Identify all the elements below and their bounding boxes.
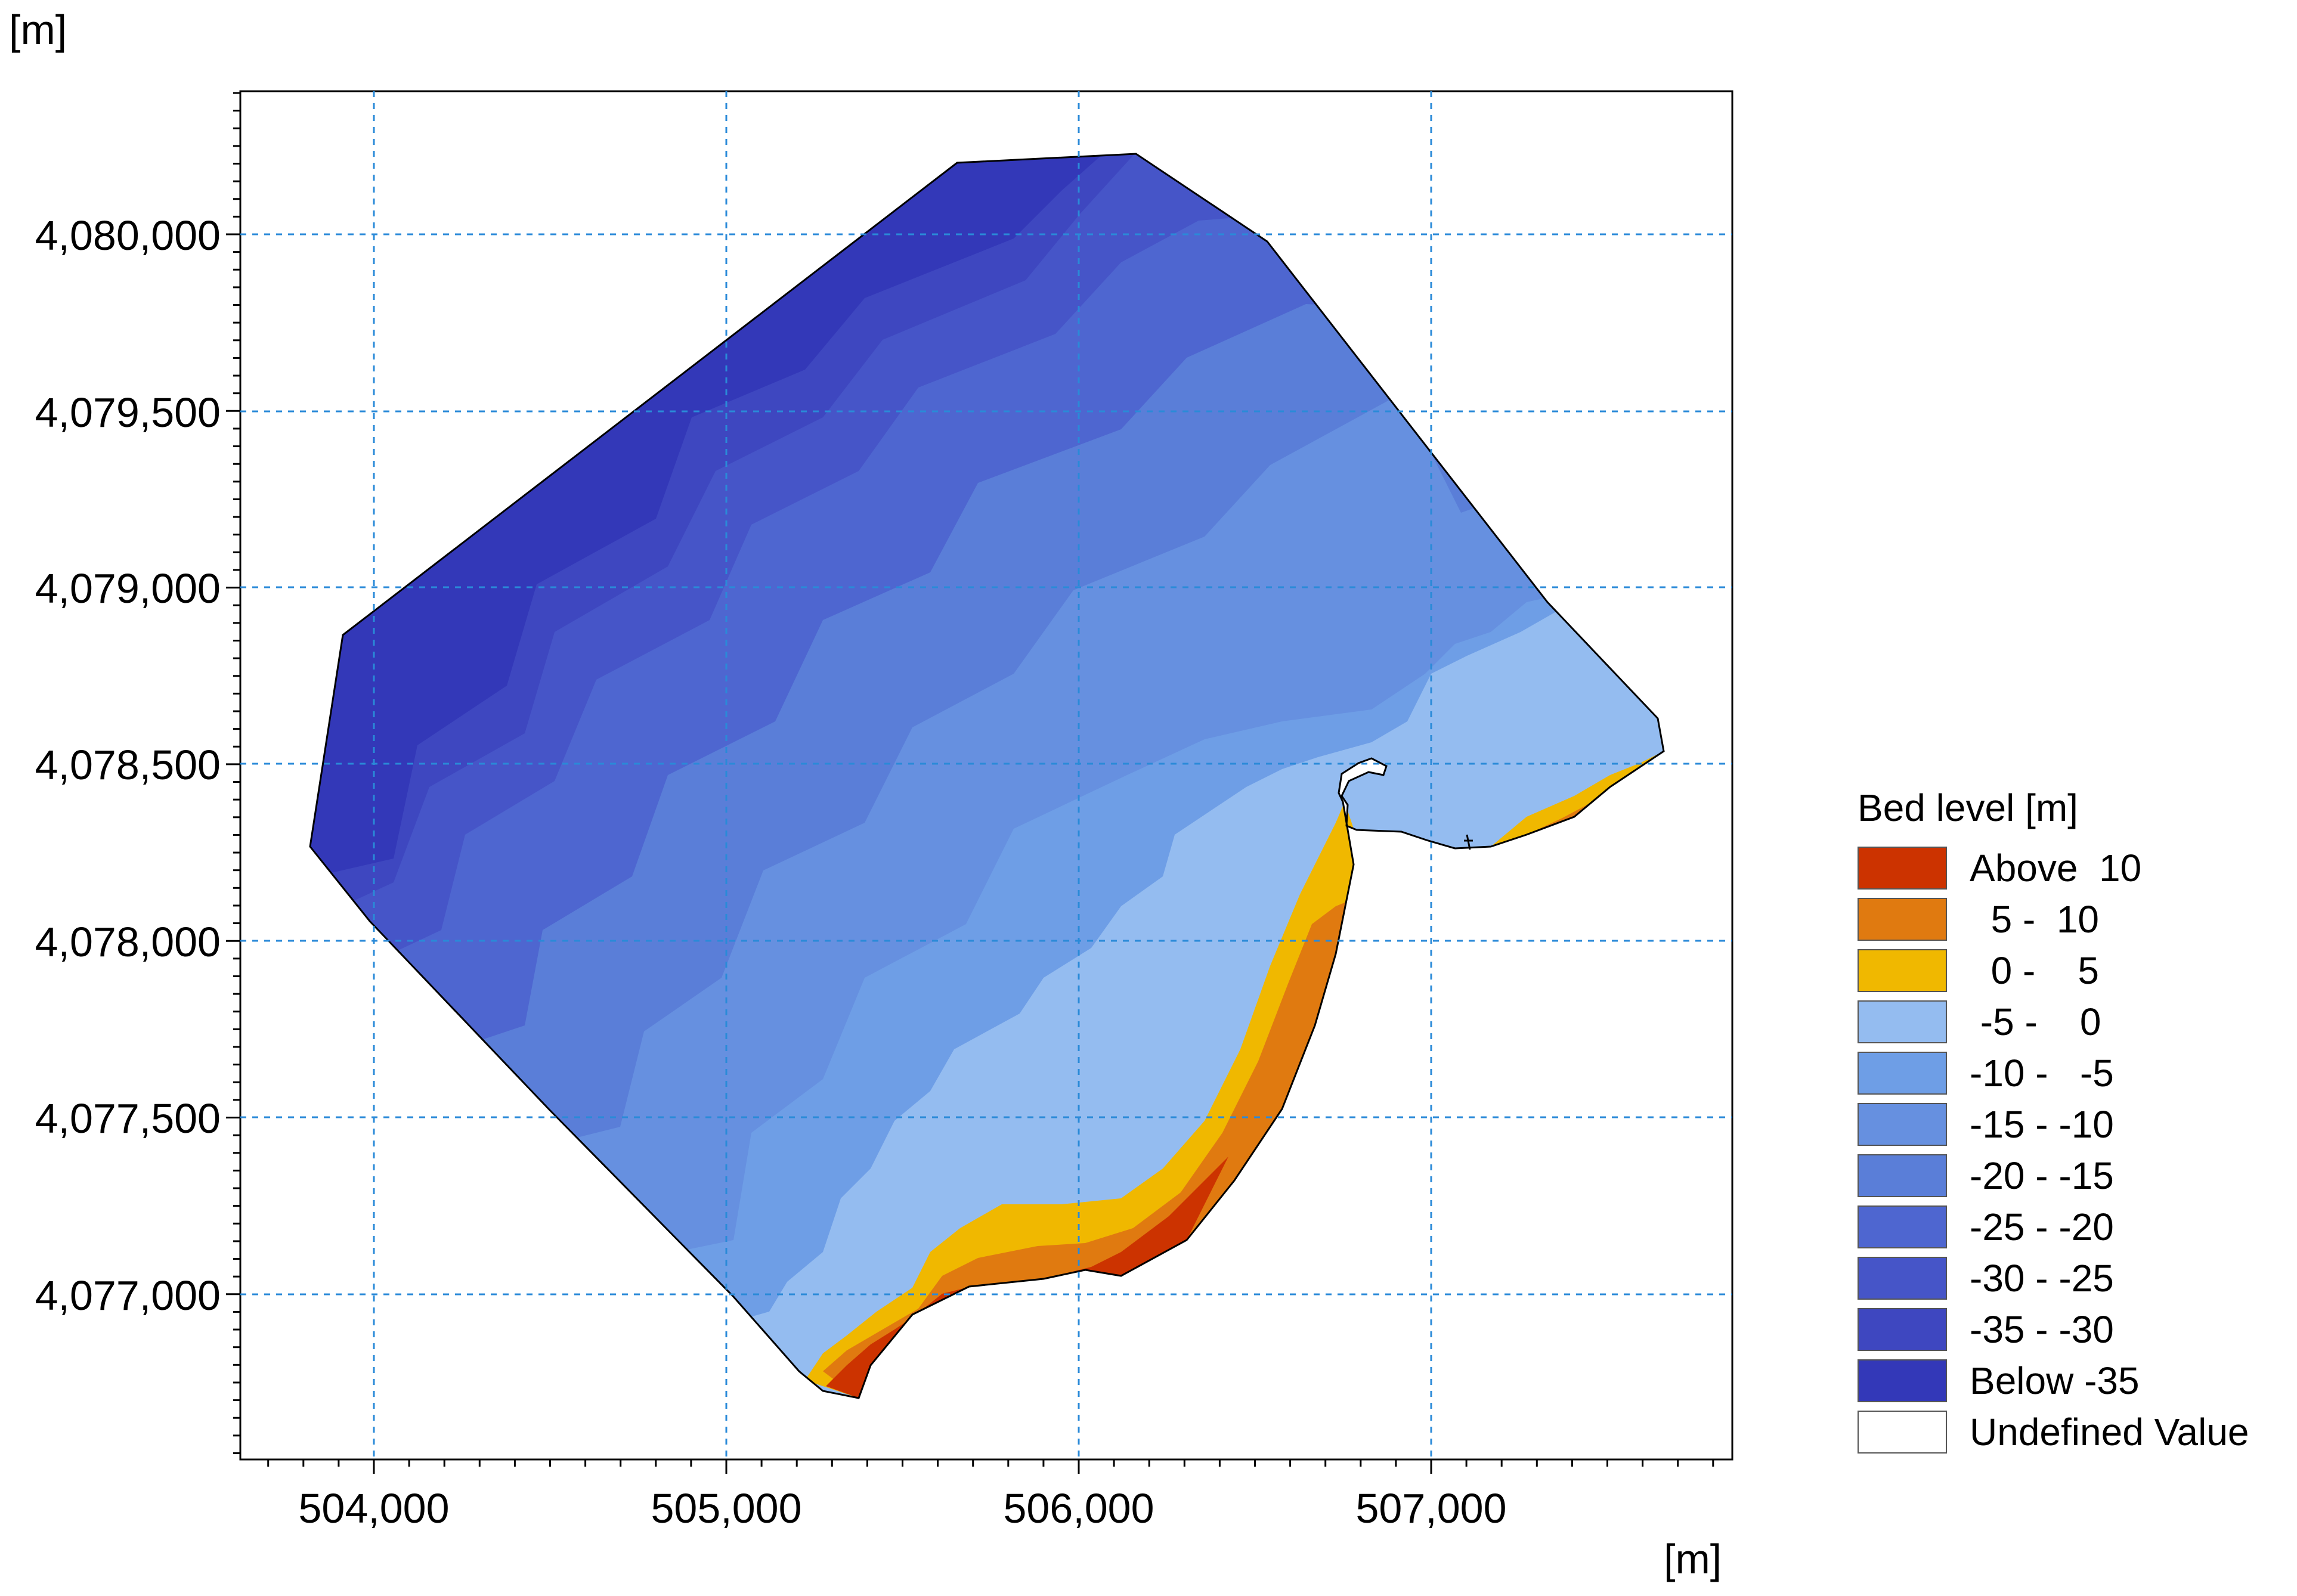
legend-label: -15 - -10 xyxy=(1970,1103,2114,1146)
legend-item: -10 - -5 xyxy=(1858,1048,2249,1099)
harbour-marker xyxy=(1464,834,1473,850)
x-tick-label: 506,000 xyxy=(1003,1485,1154,1532)
legend-swatch xyxy=(1858,1052,1947,1095)
legend-label: 0 - 5 xyxy=(1970,949,2099,992)
band-above-10-south xyxy=(826,1157,1228,1398)
legend-item: -15 - -10 xyxy=(1858,1099,2249,1150)
grid-lines xyxy=(240,91,1732,1459)
band-0-5-south xyxy=(805,802,1360,1398)
legend-swatch xyxy=(1858,1103,1947,1146)
legend-label: -30 - -25 xyxy=(1970,1257,2114,1300)
legend-swatch xyxy=(1858,1257,1947,1300)
x-axis-unit: [m] xyxy=(1664,1536,1722,1582)
legend-item: 0 - 5 xyxy=(1858,945,2249,996)
legend-swatch xyxy=(1858,1359,1947,1402)
legend-swatch xyxy=(1858,949,1947,992)
legend-swatch xyxy=(1858,1000,1947,1043)
legend-label: Below -35 xyxy=(1970,1359,2140,1402)
legend-label: -5 - 0 xyxy=(1970,1000,2101,1043)
x-tick-label: 504,000 xyxy=(298,1485,450,1532)
legend-swatch xyxy=(1858,1411,1947,1454)
legend-label: -25 - -20 xyxy=(1970,1205,2114,1248)
y-tick-label: 4,080,000 xyxy=(35,212,221,259)
legend-label: Above 10 xyxy=(1970,847,2142,890)
legend-label: Undefined Value xyxy=(1970,1411,2249,1454)
legend-item: Below -35 xyxy=(1858,1355,2249,1406)
legend-label: -20 - -15 xyxy=(1970,1154,2114,1197)
legend-swatch xyxy=(1858,847,1947,890)
y-tick-label: 4,079,500 xyxy=(35,389,221,436)
legend-swatch xyxy=(1858,1308,1947,1351)
legend-title: Bed level [m] xyxy=(1858,786,2078,829)
legend-item: -20 - -15 xyxy=(1858,1150,2249,1201)
y-tick-label: 4,077,500 xyxy=(35,1095,221,1142)
y-tick-label: 4,077,000 xyxy=(35,1272,221,1319)
legend-label: 5 - 10 xyxy=(1970,898,2099,941)
legend-items: Above 10 5 - 10 0 - 5 -5 - 0 -10 - -5 -15 … xyxy=(1858,842,2249,1458)
legend-item: Undefined Value xyxy=(1858,1406,2249,1458)
band-0-5-east xyxy=(1491,751,1664,847)
legend-item: -30 - -25 xyxy=(1858,1253,2249,1304)
legend-item: -25 - -20 xyxy=(1858,1201,2249,1253)
y-axis-unit: [m] xyxy=(9,7,67,53)
legend-swatch xyxy=(1858,1205,1947,1248)
x-tick-label: 505,000 xyxy=(651,1485,802,1532)
shoreline-bands xyxy=(805,751,1664,1398)
legend-label: -35 - -30 xyxy=(1970,1308,2114,1351)
y-tick-label: 4,078,500 xyxy=(35,742,221,788)
band-5-10-south xyxy=(823,894,1366,1398)
legend-swatch xyxy=(1858,1154,1947,1197)
legend: Bed level [m] Above 10 5 - 10 0 - 5 -5 -… xyxy=(1858,784,2249,1458)
x-tick-label: 507,000 xyxy=(1355,1485,1507,1532)
legend-label: -10 - -5 xyxy=(1970,1052,2114,1095)
legend-item: -5 - 0 xyxy=(1858,996,2249,1048)
legend-item: -35 - -30 xyxy=(1858,1304,2249,1355)
legend-swatch xyxy=(1858,898,1947,941)
y-tick-label: 4,078,000 xyxy=(35,919,221,965)
y-tick-label: 4,079,000 xyxy=(35,565,221,612)
legend-item: 5 - 10 xyxy=(1858,894,2249,945)
axis-ticks xyxy=(226,92,1714,1474)
legend-item: Above 10 xyxy=(1858,842,2249,894)
